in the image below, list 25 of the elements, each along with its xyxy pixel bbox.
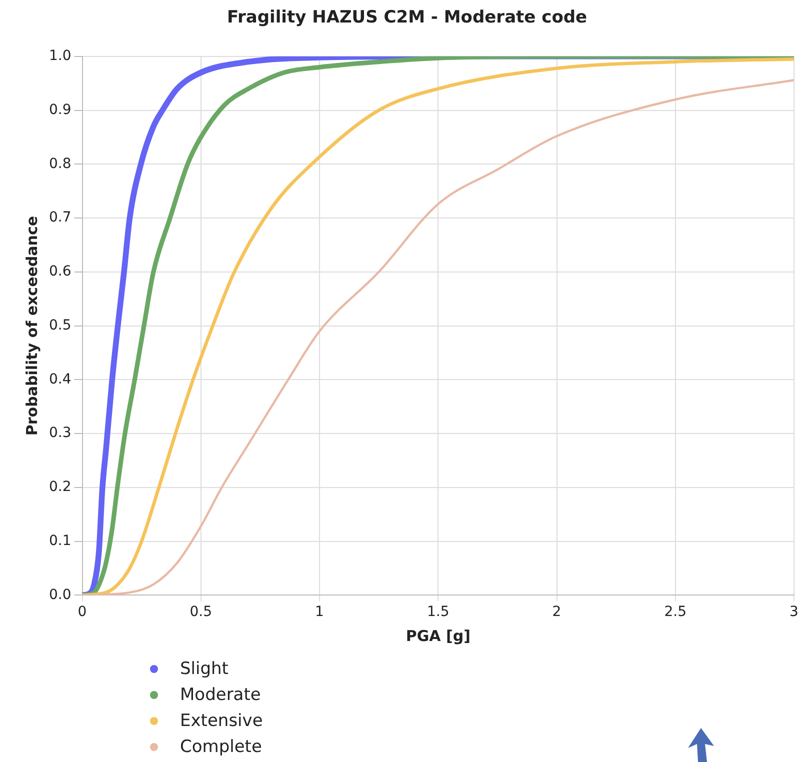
legend-label: Complete [180,736,262,759]
y-tick-label: 0.5 [49,317,72,334]
x-axis-title: PGA [g] [406,626,470,645]
y-axis-title: Probability of exceedance [22,216,41,436]
x-tick-label: 0.5 [190,604,212,620]
y-tick-label: 1.0 [49,48,72,64]
legend-label: Moderate [180,684,261,707]
x-tick-label: 3 [790,604,798,620]
y-tick-label: 0.3 [49,425,72,442]
legend-label: Slight [180,658,228,681]
y-tick-label: 0.7 [49,210,72,226]
x-tick-label: 1 [315,604,324,620]
chart-title: Fragility HAZUS C2M - Moderate code [226,8,588,28]
x-tick-label: 1.5 [427,604,450,620]
x-tick-label: 0 [78,604,87,620]
y-tick-label: 0.9 [49,102,72,118]
y-tick-label: 0.8 [49,156,72,172]
y-tick-label: 0.4 [49,371,72,388]
x-tick-label: 2.5 [664,604,687,620]
y-tick-label: 0.0 [49,586,72,603]
y-tick-label: 0.6 [49,264,72,280]
x-tick-label: 2 [552,604,562,620]
y-tick-label: 0.2 [49,479,72,496]
y-tick-label: 0.1 [49,532,72,549]
legend-label: Extensive [180,710,263,733]
